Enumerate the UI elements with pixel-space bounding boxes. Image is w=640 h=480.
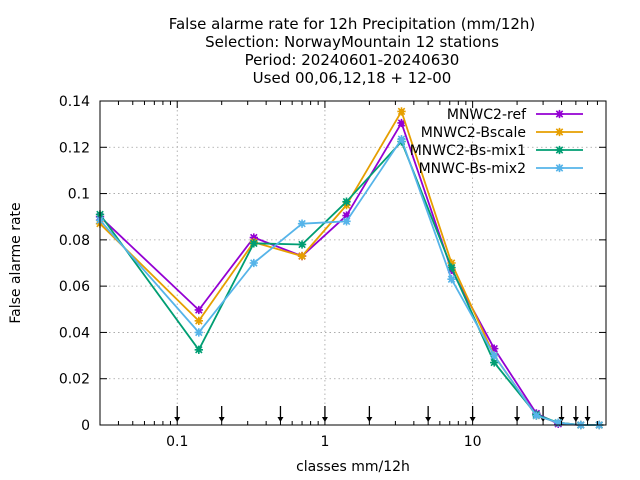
data-point-core [299, 253, 305, 259]
threshold-arrow-head [558, 417, 565, 422]
legend-entry-label: MNWC2-ref [447, 107, 527, 123]
legend-entry-label: MNWC2-Bscale [421, 125, 526, 141]
threshold-arrow [584, 406, 591, 422]
threshold-arrow [572, 406, 579, 422]
x-tick-label: 0.1 [166, 434, 188, 450]
data-point-core [251, 240, 257, 246]
threshold-arrow-head [366, 417, 373, 422]
chart-title-line: Period: 20240601-20240630 [245, 51, 460, 69]
data-point-core [491, 353, 497, 358]
threshold-arrow [540, 406, 547, 422]
threshold-arrow-head [425, 417, 432, 422]
chart-title-line: False alarme rate for 12h Precipitation … [169, 15, 536, 33]
data-point-core [344, 213, 349, 218]
legend-swatch-marker-core [557, 129, 562, 135]
threshold-arrow [277, 406, 284, 422]
series-line [99, 138, 600, 426]
x-tick-label: 1 [320, 434, 329, 450]
threshold-arrow-head [584, 417, 591, 422]
threshold-arrow-head [514, 417, 521, 422]
grid [100, 101, 606, 425]
legend-swatch-marker-core [557, 111, 562, 117]
threshold-arrow [425, 406, 432, 422]
data-point-core [555, 420, 561, 426]
data-point-core [196, 347, 202, 353]
legend: MNWC2-ref MNWC2-Bscale MNWC2-Bs-mix1 MNWC-B… [410, 107, 583, 177]
y-tick-label: 0.12 [59, 140, 90, 156]
data-point-core [299, 221, 305, 227]
data-point-core [299, 242, 305, 247]
legend-swatch-marker-core [557, 147, 562, 153]
y-tick-label: 0 [81, 418, 90, 434]
data-point-core [399, 120, 404, 126]
x-axis-label: classes mm/12h [296, 459, 410, 475]
threshold-arrow [366, 406, 373, 422]
y-tick-label: 0.14 [59, 94, 90, 110]
data-point-core [344, 199, 349, 205]
legend-swatch-marker-core [557, 165, 562, 171]
data-point-core [251, 260, 257, 266]
axis-ticks: 0 0.02 0.04 0.06 0.08 0.1 0.12 0.14 0.1 1 10 [59, 94, 606, 450]
threshold-arrow [218, 406, 225, 422]
y-tick-label: 0.06 [59, 279, 90, 295]
data-point-core [399, 109, 404, 114]
series-lines [95, 107, 604, 430]
legend-entry-label: MNWC-Bs-mix2 [419, 161, 526, 177]
chart-title: False alarme rate for 12h Precipitation … [169, 15, 536, 87]
legend-entry-label: MNWC2-Bs-mix1 [410, 143, 526, 159]
y-tick-label: 0.02 [59, 372, 90, 388]
data-point-core [196, 330, 202, 335]
y-tick-label: 0.04 [59, 325, 90, 341]
data-point-core [491, 346, 497, 352]
data-point-core [449, 265, 454, 271]
y-tick-label: 0.08 [59, 233, 90, 249]
data-point-core [196, 307, 202, 313]
threshold-arrow [514, 406, 521, 422]
chart-title-line: Selection: NorwayMountain 12 stations [205, 33, 499, 51]
threshold-arrow [558, 406, 565, 422]
threshold-arrow-head [218, 417, 225, 422]
data-point-core [344, 218, 349, 224]
data-point-core [491, 360, 497, 365]
chart-title-line: Used 00,06,12,18 + 12-00 [253, 69, 452, 87]
plot-frame [99, 100, 607, 426]
series-line [99, 140, 600, 426]
data-point-core [251, 235, 257, 240]
threshold-arrows [174, 406, 591, 422]
data-point-core [196, 318, 202, 324]
data-point-core [533, 413, 539, 419]
threshold-arrow-head [277, 417, 284, 422]
data-point-core [449, 276, 454, 282]
y-axis-label: False alarme rate [8, 202, 24, 323]
y-tick-label: 0.1 [68, 187, 90, 203]
data-point-core [399, 136, 404, 142]
x-tick-label: 10 [464, 434, 482, 450]
data-point-core [449, 260, 454, 266]
threshold-arrow-head [572, 417, 579, 422]
